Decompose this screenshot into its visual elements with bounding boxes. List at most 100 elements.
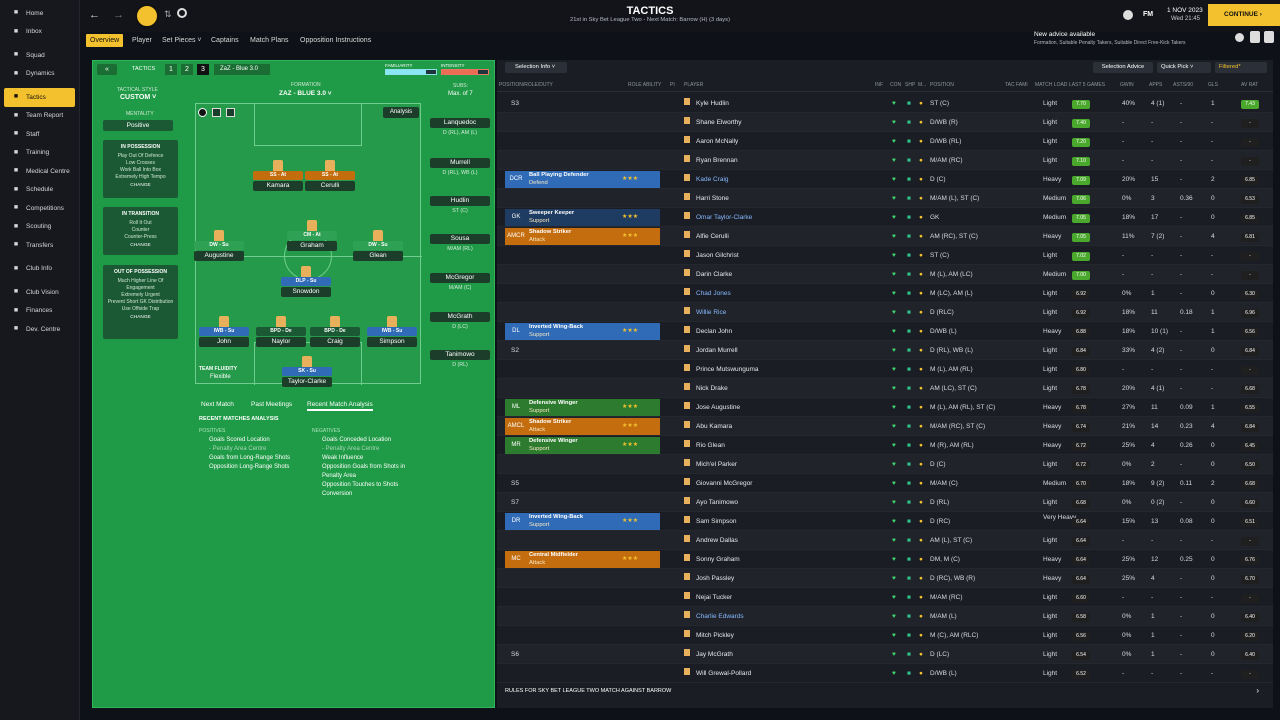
player-name[interactable]: Chad Jones — [684, 284, 731, 303]
table-row[interactable]: Charlie Edwards ♥ ■ ● M/AM (L) Light 6.58 0% 1 - 0… — [497, 607, 1273, 626]
notification-icon[interactable] — [1235, 33, 1244, 42]
rules-footer[interactable]: RULES FOR SKY BET LEAGUE TWO MATCH AGAIN… — [505, 684, 1265, 698]
player-name[interactable]: Willie Rice — [684, 303, 726, 322]
substitute-player[interactable]: Sousa M/AM (RL) — [430, 234, 490, 252]
header-apps[interactable]: APPS — [1149, 82, 1163, 88]
player-name[interactable]: Augustine — [194, 251, 244, 261]
table-row[interactable]: Harri Stone ♥ ■ ● M/AM (L), ST (C) Medium 7.06… — [497, 189, 1273, 208]
pitch-player[interactable]: CM - At Graham — [287, 220, 337, 251]
tactical-style-dropdown[interactable]: CUSTOM ˅ — [120, 94, 156, 101]
pitch-player[interactable]: IWB - Su Simpson — [367, 316, 417, 347]
header-gls[interactable]: GLS — [1208, 82, 1219, 88]
player-name[interactable]: Mitch Pickley — [684, 626, 734, 645]
player-name[interactable]: Jay McGrath — [684, 645, 733, 664]
sidebar-item-team-report[interactable]: ■ Team Report — [4, 107, 75, 126]
player-name[interactable]: Sonny Graham — [684, 550, 740, 569]
tactic-slot-1[interactable]: 1 — [165, 64, 177, 75]
club-switch-icon[interactable]: ⇅ — [164, 9, 172, 19]
player-name[interactable]: Taylor-Clarke — [282, 377, 332, 387]
selection-advice-button[interactable]: Selection Advice — [1093, 62, 1153, 73]
sidebar-item-squad[interactable]: ■ Squad — [4, 46, 75, 65]
table-row[interactable]: S5 Giovanni McGregor ♥ ■ ● M/AM (C) Medium 6.70… — [497, 474, 1273, 493]
player-name[interactable]: Josh Passley — [684, 569, 734, 588]
sidebar-item-club-info[interactable]: ■ Club Info — [4, 260, 75, 279]
player-name[interactable]: Jason Gilchrist — [684, 246, 739, 265]
player-name[interactable]: Alfie Cerulli — [684, 227, 729, 246]
tab-recent-match-analysis[interactable]: Recent Match Analysis — [307, 401, 373, 411]
player-name[interactable]: Naylor — [256, 337, 306, 347]
player-name[interactable]: Rio Glean — [684, 436, 725, 455]
sidebar-item-finances[interactable]: ■ Finances — [4, 302, 75, 321]
sidebar-item-tactics[interactable]: ■ Tactics — [4, 88, 75, 107]
header-con[interactable]: CON — [890, 82, 902, 88]
player-name[interactable]: Abu Kamara — [684, 417, 732, 436]
sidebar-item-home[interactable]: ■ Home — [4, 4, 75, 23]
sidebar-item-transfers[interactable]: ■ Transfers — [4, 236, 75, 255]
substitute-player[interactable]: Tanimowo D (RL) — [430, 350, 490, 368]
sidebar-item-dynamics[interactable]: ■ Dynamics — [4, 65, 75, 84]
player-name[interactable]: Harri Stone — [684, 189, 729, 208]
player-role-chip[interactable]: DW - Su — [353, 241, 403, 250]
filter-dropdown[interactable]: Filtered* — [1215, 62, 1267, 73]
header-role-ability[interactable]: ROLE ABILITY — [628, 82, 662, 88]
table-row[interactable]: Jason Gilchrist ♥ ■ ● ST (C) Light 7.02 - - - - - — [497, 246, 1273, 265]
table-row[interactable]: DL Inverted Wing-Back Support ★★★ Declan Joh… — [497, 322, 1273, 341]
sidebar-item-schedule[interactable]: ■ Schedule — [4, 181, 75, 200]
familiarity-bar[interactable] — [385, 69, 437, 75]
player-name[interactable]: Jordan Murrell — [684, 341, 738, 360]
table-row[interactable]: Josh Passley ♥ ■ ● D (RC), WB (R) Heavy 6.64 25… — [497, 569, 1273, 588]
sidebar-item-competitions[interactable]: ■ Competitions — [4, 199, 75, 218]
player-name[interactable]: Charlie Edwards — [684, 607, 744, 626]
substitute-player[interactable]: Lanquedoc D (RL), AM (L) — [430, 118, 490, 136]
header-m[interactable]: M... — [918, 82, 927, 88]
table-row[interactable]: Mich'el Parker ♥ ■ ● D (C) Light 6.72 0% 2 - 0 6.50 — [497, 455, 1273, 474]
sidebar-item-scouting[interactable]: ■ Scouting — [4, 218, 75, 237]
change-in-possession-button[interactable]: CHANGE — [130, 183, 151, 188]
club-crest-icon[interactable] — [135, 4, 159, 28]
intensity-bar[interactable] — [441, 69, 489, 75]
pitch-player[interactable]: SS - At Cerulli — [305, 160, 355, 191]
camera-icon[interactable] — [198, 108, 207, 117]
substitute-name[interactable]: McGregor — [430, 273, 490, 283]
tab-next-match[interactable]: Next Match — [201, 401, 234, 408]
tactic-slot-2[interactable]: 2 — [181, 64, 193, 75]
table-row[interactable]: AMCL Shadow Striker Attack ★★★ Abu Kamara ♥ ■ ●… — [497, 417, 1273, 436]
player-name[interactable]: Kade Craig — [684, 170, 729, 189]
player-name[interactable]: Simpson — [367, 337, 417, 347]
table-row[interactable]: Aaron McNally ♥ ■ ● D/WB (RL) Light 7.20 - - - - - — [497, 132, 1273, 151]
table-row[interactable]: ML Defensive Winger Support ★★★ Jose Augusti… — [497, 398, 1273, 417]
header-pi[interactable]: PI — [670, 82, 675, 88]
sidebar-item-inbox[interactable]: ■ Inbox — [4, 23, 75, 42]
role-box[interactable]: MC Central Midfielder Attack ★★★ — [505, 551, 660, 568]
player-name[interactable]: Giovanni McGregor — [684, 474, 752, 493]
header-shp[interactable]: SHP — [905, 82, 916, 88]
table-row[interactable]: Nejai Tucker ♥ ■ ● M/AM (RC) Light 6.60 - - - - - — [497, 588, 1273, 607]
sidebar-item-staff[interactable]: ■ Staff — [4, 125, 75, 144]
pitch-player[interactable]: BPD - De Craig — [310, 316, 360, 347]
header-av-rat[interactable]: AV RAT — [1241, 82, 1259, 88]
header-last-5-games[interactable]: LAST 5 GAMES — [1069, 82, 1106, 88]
tab-player[interactable]: Player — [132, 37, 152, 44]
change-in-transition-button[interactable]: CHANGE — [130, 243, 151, 248]
table-row[interactable]: Willie Rice ♥ ■ ● D (RLC) Light 6.92 18% 11 0.18 1… — [497, 303, 1273, 322]
header-inf[interactable]: INF — [875, 82, 884, 88]
header-asts-90[interactable]: ASTS/90 — [1173, 82, 1194, 88]
player-role-chip[interactable]: SS - At — [253, 171, 303, 180]
help-icon[interactable] — [1123, 10, 1133, 20]
mentality-dropdown[interactable]: Positive — [103, 120, 173, 131]
player-role-chip[interactable]: DW - Su — [194, 241, 244, 250]
manager-icon[interactable] — [1250, 31, 1260, 43]
table-row[interactable]: MC Central Midfielder Attack ★★★ Sonny Graha… — [497, 550, 1273, 569]
tactic-slot-3[interactable]: 3 — [197, 64, 209, 75]
table-row[interactable]: Mitch Pickley ♥ ■ ● M (C), AM (RLC) Light 6.56… — [497, 626, 1273, 645]
change-out-of-possession-button[interactable]: CHANGE — [130, 315, 151, 320]
substitute-name[interactable]: Lanquedoc — [430, 118, 490, 128]
player-name[interactable]: Ayo Tanimowo — [684, 493, 738, 512]
player-role-chip[interactable]: IWB - Su — [199, 327, 249, 336]
player-name[interactable]: Kyle Hudlin — [684, 94, 729, 113]
table-row[interactable]: Ryan Brennan ♥ ■ ● M/AM (RC) Light 7.10 - - - - - — [497, 151, 1273, 170]
substitute-player[interactable]: McGregor M/AM (C) — [430, 273, 490, 291]
back-icon[interactable]: ← — [89, 9, 100, 21]
player-name[interactable]: Sam Simpson — [684, 512, 736, 531]
table-row[interactable]: Prince Mutswunguma ♥ ■ ● M (L), AM (RL) Light… — [497, 360, 1273, 379]
